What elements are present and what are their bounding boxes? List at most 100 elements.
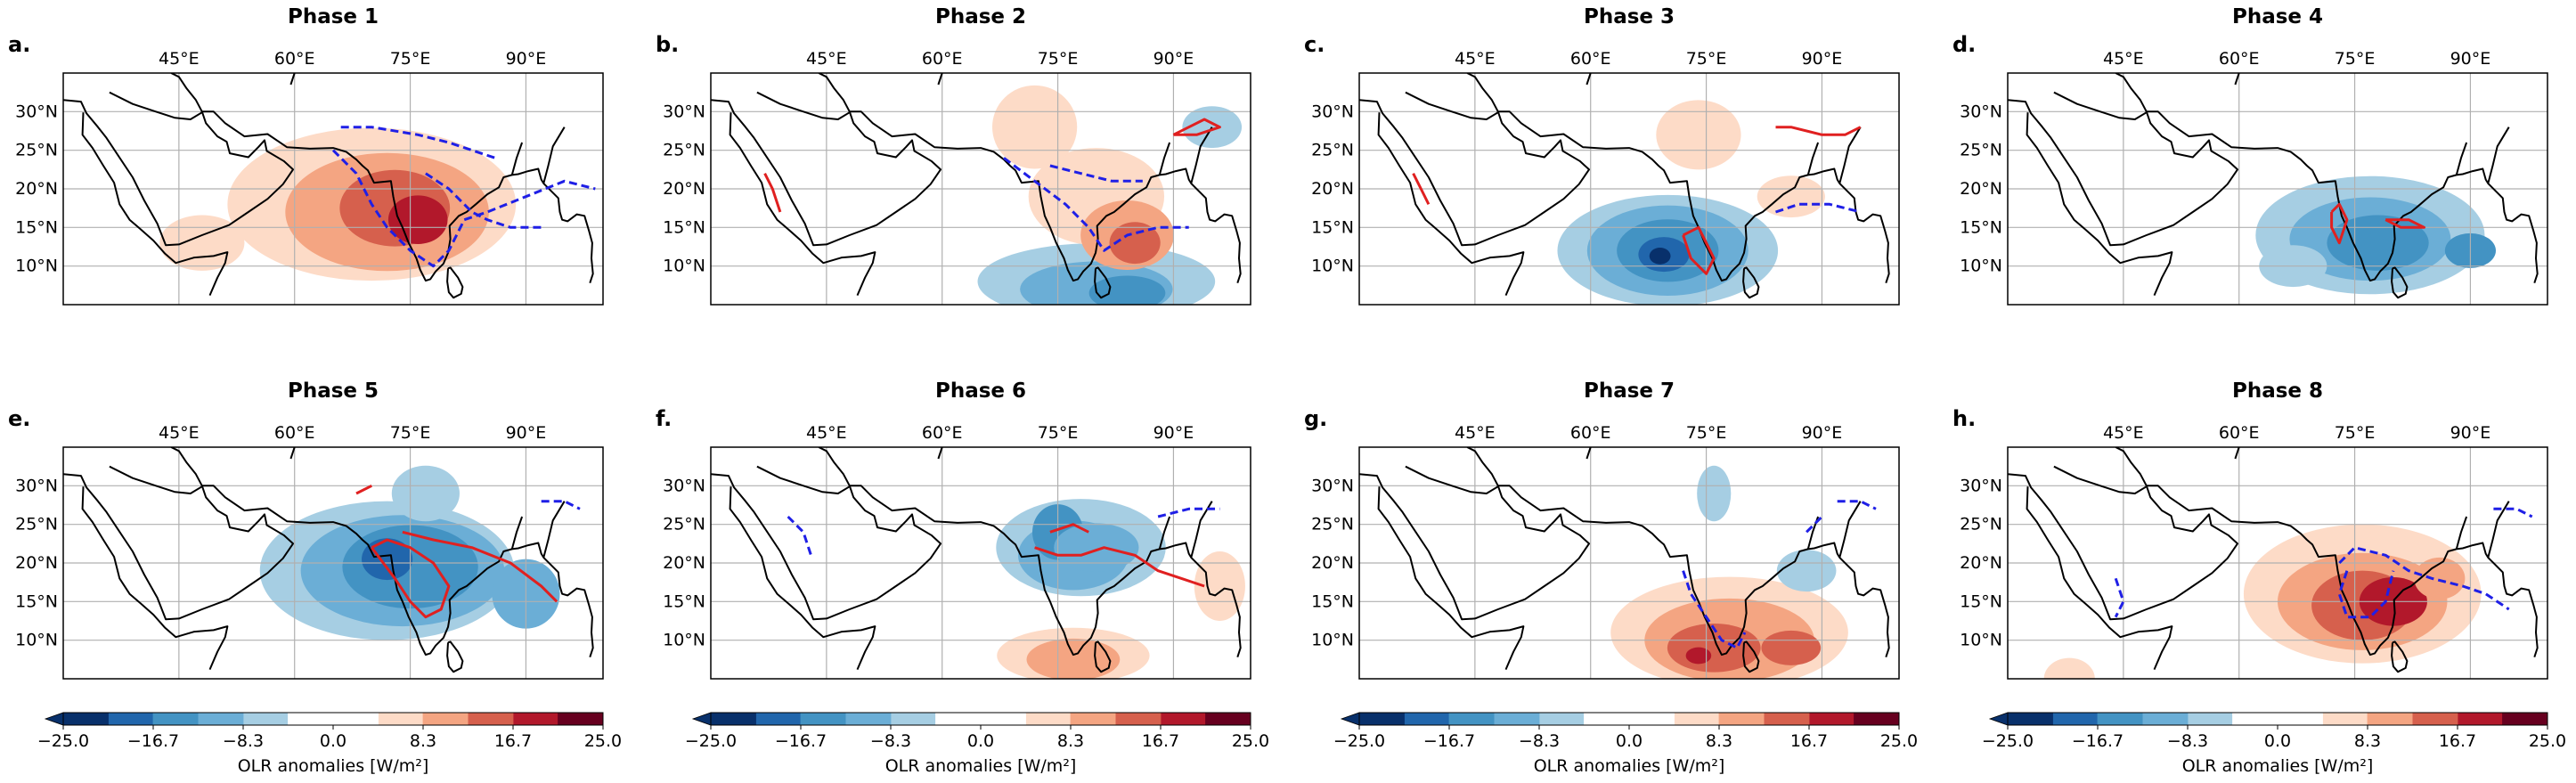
colorbar-segment [333, 713, 379, 725]
blue-contour [2493, 507, 2533, 518]
anomaly-contour-fill [1761, 630, 1822, 665]
colorbar-segment [1205, 713, 1251, 725]
coastline [2234, 447, 2240, 460]
colorbar-tick-label: 16.7 [494, 731, 532, 751]
colorbar-segment [1629, 713, 1675, 725]
coastline [818, 73, 851, 112]
colorbar-label: OLR anomalies [W/m²] [2182, 756, 2374, 776]
coastline [510, 516, 524, 550]
colorbar-tick-label: 8.3 [2354, 731, 2381, 751]
red-contour [1034, 546, 1205, 588]
coastline [2391, 266, 2409, 299]
coastline [937, 73, 943, 86]
colorbar-segment [800, 713, 846, 725]
panel-letter: b. [656, 32, 679, 57]
colorbar-segment [2008, 713, 2054, 725]
coastline [1466, 73, 1499, 112]
lon-tick-label: 90°E [1153, 49, 1194, 69]
colorbar-segment [243, 713, 289, 725]
colorbar-tick-label: 25.0 [584, 731, 622, 751]
panel-title: Phase 6 [935, 379, 1026, 403]
blue-contour [1837, 500, 1877, 510]
panel-letter: a. [8, 32, 30, 57]
colorbar-tick-label: −16.7 [2072, 731, 2124, 751]
colorbar-tick-label: 8.3 [1706, 731, 1732, 751]
panel-4: Phase 4 d. 45°E 60°E 75°E 90°E 30°N 25°N 20°N 15°… [1952, 5, 2548, 306]
colorbar-tick-label: −16.7 [1423, 731, 1475, 751]
panel-7: Phase 7 g. 45°E 60°E 75°E 90°E 30°N 25°N 20°N 15°… [1304, 379, 1900, 680]
lat-tick-label: 25°N [1960, 141, 2002, 160]
colorbar-segment [468, 713, 514, 725]
colorbar-tick-label: 25.0 [1232, 731, 1269, 751]
red-contour [1172, 118, 1221, 136]
lon-tick-label: 90°E [1802, 49, 1843, 69]
coastline [1359, 473, 1890, 658]
panels: Phase 1 a. 45°E 60°E 75°E 90°E 30°N 25°N 20°N 15°… [8, 5, 2548, 680]
coastline [1838, 126, 1862, 184]
anomaly-contour-fill [1697, 465, 1732, 522]
map-frame [2007, 446, 2548, 680]
lat-tick-label: 10°N [663, 257, 705, 276]
anomaly-contour-fill [1656, 100, 1741, 170]
panel-title: Phase 5 [288, 379, 379, 403]
colorbar-segment [152, 713, 199, 725]
blue-contour [1049, 164, 1143, 183]
coastline [818, 447, 851, 486]
coastline [63, 473, 594, 658]
coastline [109, 465, 203, 494]
blue-contour [541, 500, 581, 510]
anomaly-contour-fill [991, 85, 1078, 169]
colorbars: −25.0 −16.7 −8.3 0.0 8.3 16.7 25.0 OLR anomalie… [37, 712, 2566, 776]
coastline [2008, 99, 2539, 284]
lat-tick-label: 10°N [663, 631, 705, 650]
map-frame [62, 72, 604, 306]
colorbar-tick-label: −25.0 [1333, 731, 1385, 751]
colorbar-segment [1809, 713, 1855, 725]
colorbar-segment [2097, 713, 2143, 725]
colorbar-segment [1718, 713, 1765, 725]
colorbar-segment [422, 713, 469, 725]
lat-tick-label: 25°N [1311, 141, 1354, 160]
colorbar-tick-label: 8.3 [410, 731, 436, 751]
coastline [756, 465, 851, 494]
coastline [2455, 142, 2468, 175]
lon-tick-label: 90°E [1153, 423, 1194, 443]
coastline [1377, 486, 1525, 670]
colorbar-label: OLR anomalies [W/m²] [885, 756, 1077, 776]
panel-letter: g. [1304, 406, 1327, 431]
panel-6: Phase 6 f. 45°E 60°E 75°E 90°E 30°N 25°N 20°N 15°… [656, 379, 1251, 680]
map-area [1359, 73, 1899, 305]
coastline [1838, 501, 1862, 559]
colorbar-extend-arrow [44, 712, 64, 726]
colorbar-segment [1494, 713, 1540, 725]
lat-tick-label: 25°N [663, 515, 705, 534]
lat-tick-label: 15°N [15, 217, 58, 237]
panel-letter: c. [1304, 32, 1325, 57]
lon-tick-label: 75°E [1038, 49, 1079, 69]
anomaly-contour-fill [1194, 551, 1245, 621]
anomaly-contour-fill [1776, 550, 1837, 592]
lat-tick-label: 15°N [663, 591, 705, 611]
blue-contour [425, 172, 542, 229]
anomaly-contour-fill [2414, 557, 2466, 599]
colorbar-tick-label: 16.7 [1790, 731, 1828, 751]
lon-tick-label: 75°E [390, 423, 431, 443]
colorbar-tick-label: −16.7 [775, 731, 827, 751]
lon-tick-label: 75°E [2335, 423, 2376, 443]
coastline [446, 266, 464, 299]
blue-contour [1775, 202, 1862, 214]
lon-tick-label: 45°E [1455, 49, 1496, 69]
map-area [63, 447, 603, 679]
colorbar-segment [1854, 713, 1900, 725]
colorbar-segment [1161, 713, 1206, 725]
colorbar-segment [2278, 713, 2324, 725]
lat-tick-label: 30°N [15, 102, 58, 121]
colorbar-segment [378, 713, 424, 725]
coastline [756, 91, 851, 120]
coastline [2008, 473, 2539, 658]
coastline [1405, 465, 1499, 494]
lat-tick-label: 15°N [1311, 217, 1354, 237]
colorbar-tick-label: 16.7 [1142, 731, 1179, 751]
lat-tick-label: 30°N [663, 476, 705, 495]
coastline [1742, 266, 1760, 299]
